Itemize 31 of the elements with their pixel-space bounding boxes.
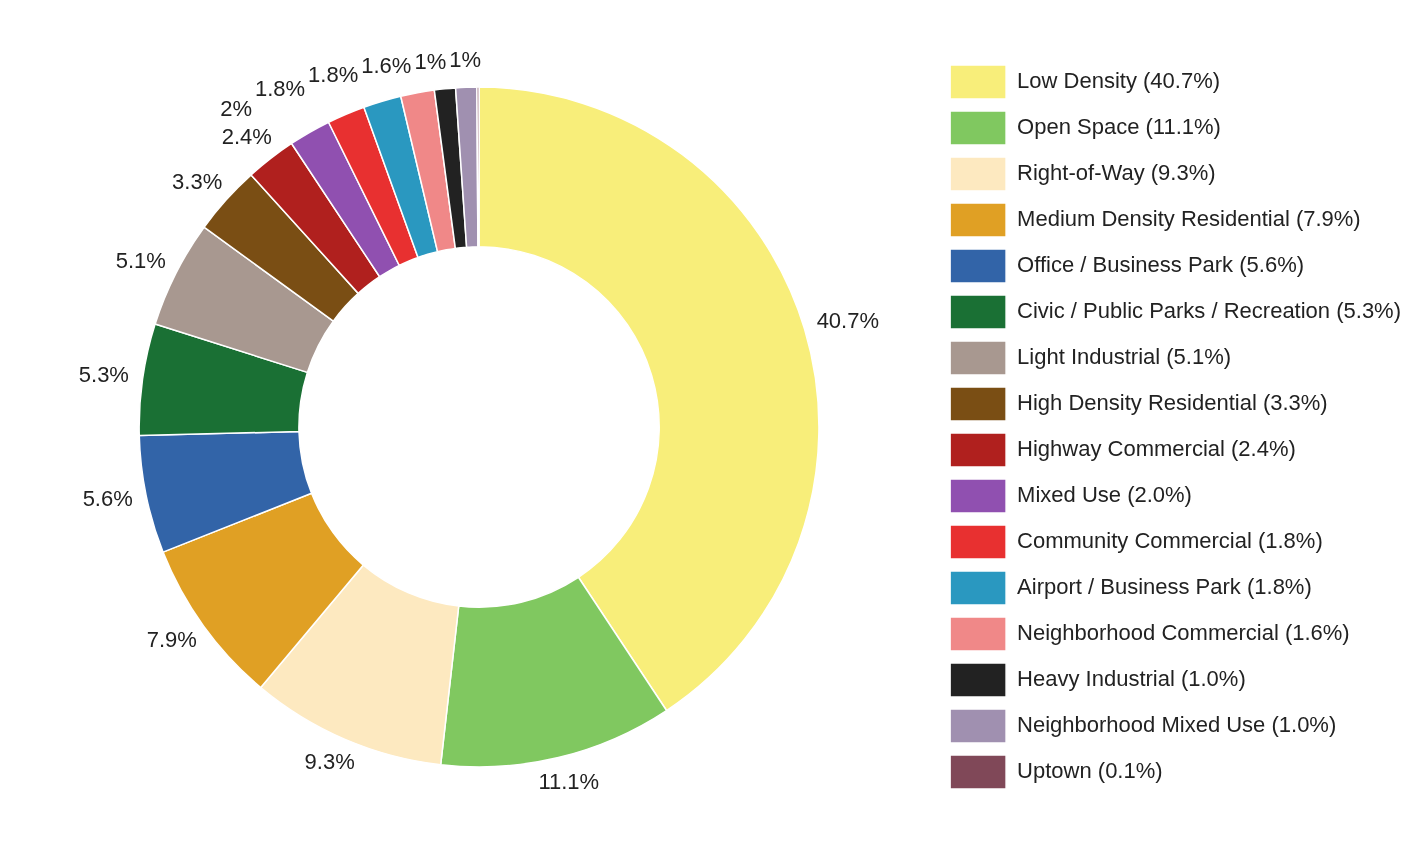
data-label: 11.1%: [538, 768, 600, 794]
legend-label: Mixed Use (2.0%): [1017, 482, 1192, 508]
data-label: 1.8%: [254, 76, 306, 102]
data-label: 5.6%: [82, 486, 133, 512]
legend-label: Neighborhood Commercial (1.6%): [1017, 620, 1350, 646]
legend-label: Civic / Public Parks / Recreation (5.3%): [1017, 298, 1401, 324]
legend-label: Community Commercial (1.8%): [1017, 528, 1323, 554]
data-label: 2%: [220, 95, 252, 121]
data-label: 1%: [449, 47, 482, 73]
legend-label: Airport / Business Park (1.8%): [1017, 574, 1312, 600]
data-label: 2.4%: [221, 123, 272, 149]
data-label: 40.7%: [816, 307, 880, 333]
legend-label: Light Industrial (5.1%): [1017, 344, 1232, 370]
legend-label: High Density Residential (3.3%): [1017, 390, 1328, 416]
data-label: 5.1%: [115, 247, 166, 273]
legend-label: Neighborhood Mixed Use (1.0%): [1017, 712, 1337, 738]
legend-label: Office / Business Park (5.6%): [1017, 252, 1305, 278]
data-label: 7.9%: [146, 627, 197, 653]
legend-label: Right-of-Way (9.3%): [1017, 160, 1216, 186]
data-label: 1.8%: [308, 62, 359, 88]
legend-label: Medium Density Residential (7.9%): [1017, 206, 1361, 232]
data-label: 9.3%: [304, 749, 355, 775]
data-label: 5.3%: [78, 361, 129, 387]
legend-label: Open Space (11.1%): [1017, 114, 1221, 140]
legend-label: Low Density (40.7%): [1017, 68, 1221, 94]
legend-label: Heavy Industrial (1.0%): [1017, 666, 1246, 692]
legend-label: Uptown (0.1%): [1017, 758, 1163, 784]
data-label: 3.3%: [172, 168, 223, 194]
data-label: 1.6%: [361, 53, 412, 79]
data-label: 1%: [414, 49, 447, 75]
legend-label: Highway Commercial (2.4%): [1017, 436, 1296, 462]
